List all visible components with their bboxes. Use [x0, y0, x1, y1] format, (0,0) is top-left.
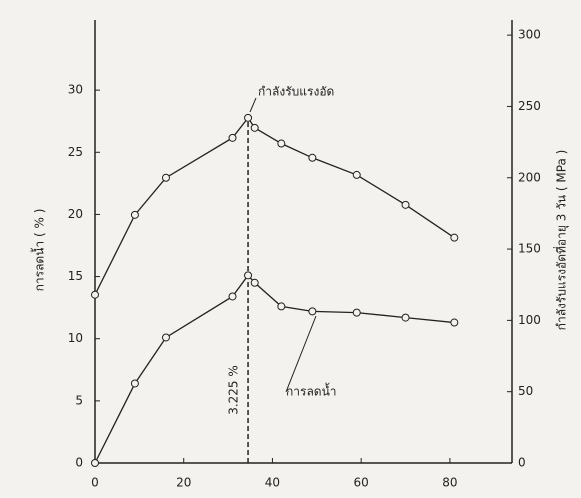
- x-tick-label: 0: [91, 476, 99, 490]
- data-point: [130, 210, 139, 219]
- y2-tick-label: 0: [518, 456, 526, 470]
- y2-tick-label: 200: [518, 170, 541, 184]
- data-point: [401, 313, 410, 322]
- y-tick-label: 10: [68, 331, 83, 345]
- x-tick-label: 60: [354, 476, 369, 490]
- data-point: [352, 308, 361, 317]
- data-point: [161, 333, 170, 342]
- x-tick-label: 80: [442, 476, 457, 490]
- y-tick-label: 15: [68, 269, 83, 283]
- y-tick-label: 0: [75, 456, 83, 470]
- data-point: [244, 113, 253, 122]
- y-tick-label: 25: [68, 145, 83, 159]
- y-tick-label: 20: [68, 207, 83, 221]
- data-point: [244, 271, 253, 280]
- data-point: [91, 290, 99, 299]
- data-point: [161, 173, 170, 182]
- data-point: [352, 170, 361, 179]
- y2-tick-label: 50: [518, 384, 533, 398]
- label-leader: [249, 97, 257, 113]
- y-tick-label: 30: [68, 83, 83, 97]
- series-label: กำลังรับแรงอัด: [258, 85, 334, 99]
- data-point: [308, 307, 317, 316]
- data-point: [228, 133, 237, 142]
- data-point: [277, 302, 286, 311]
- data-point: [91, 459, 99, 467]
- data-point: [228, 292, 237, 301]
- data-point: [450, 233, 459, 242]
- reference-label: 3.225 %: [227, 365, 241, 415]
- data-point: [308, 153, 317, 162]
- y2-tick-label: 100: [518, 313, 541, 327]
- y-axis-label: การลดน้ำ ( % ): [31, 209, 47, 292]
- y2-tick-label: 250: [518, 99, 541, 113]
- y2-tick-label: 300: [518, 28, 541, 42]
- series-label: การลดน้ำ: [286, 383, 337, 399]
- x-tick-label: 20: [176, 476, 191, 490]
- data-point: [450, 318, 459, 327]
- y2-tick-label: 150: [518, 242, 541, 256]
- y-tick-label: 5: [75, 393, 83, 407]
- data-point: [401, 200, 410, 209]
- data-point: [250, 278, 259, 287]
- data-point: [130, 379, 139, 388]
- data-point: [277, 139, 286, 148]
- label-leader: [285, 315, 317, 393]
- data-point: [250, 123, 259, 132]
- y2-axis-label: กำลังรับแรงอัดที่อายุ 3 วัน ( MPa ): [553, 150, 570, 331]
- x-tick-label: 40: [265, 476, 280, 490]
